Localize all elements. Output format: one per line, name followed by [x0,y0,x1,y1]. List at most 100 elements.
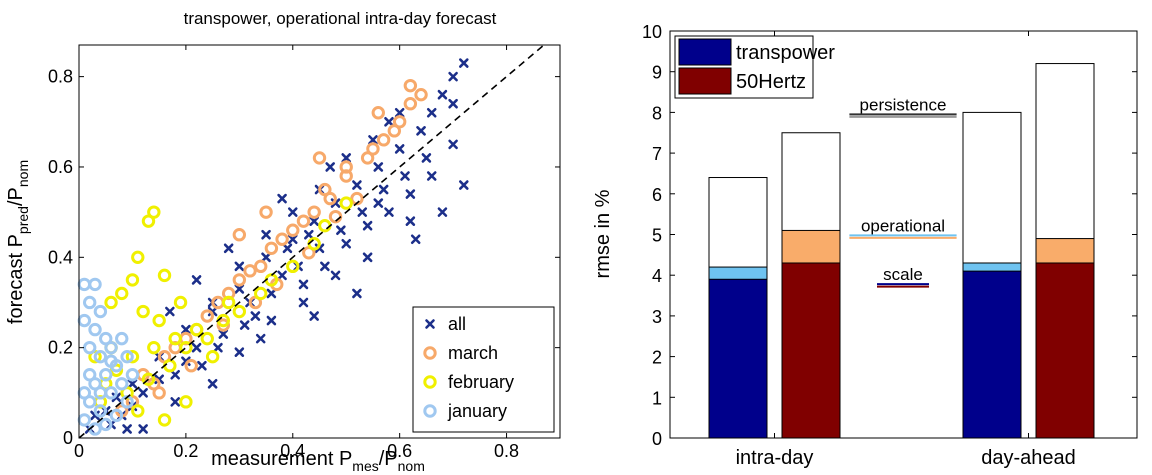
scatter-point-february-23 [232,304,247,319]
scatter-point-march-36 [152,386,166,400]
scatter-point-all-24 [336,225,346,236]
scatter-point-february-9 [173,295,188,310]
scatter-point-all-60 [362,252,373,263]
scatter-point-march-10 [243,264,257,278]
scatter-point-all-37 [426,107,437,118]
bar-y-tick-label-5: 5 [652,226,662,246]
scatter-point-january-16 [93,404,108,418]
bar-annotation-2: scale [883,265,923,284]
scatter-point-all-82 [213,342,223,353]
bar-scale-50hertz-3 [1035,262,1095,439]
bar-legend-swatch-0 [678,38,732,66]
scatter-legend-marker-january [423,404,437,418]
scatter-point-january-26 [93,386,108,400]
scatter-point-all-33 [400,171,410,181]
scatter-point-all-85 [122,424,132,434]
scatter-point-all-62 [437,207,448,217]
scatter-x-label-main: measurement P [211,448,352,470]
scatter-x-tick-label-1: 0.2 [173,441,198,461]
scatter-point-all-64 [448,139,458,150]
scatter-plot-area [77,44,545,439]
scatter-point-march-38 [232,228,247,242]
scatter-point-all-46 [287,207,298,217]
bar-scale-transpower-2 [962,270,1022,439]
scatter-point-march-35 [184,359,198,373]
scatter-point-march-0 [403,78,418,93]
bar-y-tick-label-3: 3 [652,307,662,327]
scatter-point-february-2 [131,250,145,265]
bar-scale-50hertz-1 [781,262,841,439]
scatter-point-february-18 [141,372,156,386]
bar-y-tick-label-7: 7 [652,144,662,164]
scatter-axes-box [78,44,561,439]
scatter-point-march-41 [371,106,385,120]
scatter-point-all-79 [304,229,314,240]
scatter-point-all-20 [309,216,319,226]
scatter-point-february-36 [221,295,236,310]
scatter-panel: transpower, operational intra-day foreca… [5,9,561,474]
scatter-y-label-sep: /P [5,187,27,206]
scatter-point-january-27 [120,349,134,364]
scatter-point-all-80 [282,243,293,254]
scatter-point-all-39 [448,71,458,82]
scatter-point-march-21 [232,273,247,287]
scatter-point-all-8 [191,342,202,353]
bar-y-tick-label-6: 6 [652,185,662,205]
scatter-point-february-5 [115,286,129,301]
scatter-point-all-78 [373,198,384,208]
scatter-point-january-3 [93,304,108,319]
scatter-point-all-10 [218,329,229,339]
bar-plot-area [708,63,1095,439]
scatter-y-tick-label-2: 0.4 [48,247,73,267]
scatter-point-march-39 [259,205,273,219]
scatter-y-tick-label-4: 0.8 [48,67,73,87]
bar-legend-label-1: 50Hertz [736,71,806,93]
scatter-point-february-1 [141,214,156,228]
bar-y-tick-label-1: 1 [652,388,662,408]
scatter-y-tick-label-3: 0.6 [48,157,73,177]
scatter-point-january-2 [82,295,97,310]
scatter-y-tick-label-1: 0.2 [48,338,73,358]
bar-legend-swatch-1 [678,67,732,95]
scatter-point-all-41 [448,98,458,109]
scatter-point-all-28 [362,220,373,231]
scatter-point-january-28 [104,354,118,368]
scatter-point-all-77 [426,171,437,181]
scatter-point-all-22 [320,261,330,272]
scatter-point-all-75 [352,288,362,299]
scatter-point-all-15 [266,288,277,299]
scatter-point-all-16 [277,270,287,281]
scatter-point-january-18 [115,377,129,391]
scatter-point-february-35 [205,349,220,364]
scatter-point-all-44 [341,153,352,163]
scatter-x-tick-label-0: 0 [74,441,84,461]
scatter-point-all-31 [384,207,394,217]
scatter-x-label-sub2: nom [398,458,425,474]
scatter-point-all-3 [127,378,138,389]
scatter-point-all-14 [261,252,271,263]
bar-y-tick-label-4: 4 [652,266,662,286]
scatter-x-label-sub1: mes [352,458,378,474]
scatter-x-label-sep: /P [379,448,398,470]
scatter-point-february-32 [131,404,145,418]
scatter-point-all-42 [394,107,405,118]
scatter-point-all-65 [384,116,394,127]
scatter-point-february-12 [147,340,161,355]
scatter-point-all-30 [378,184,389,195]
scatter-legend: all march february january [412,306,555,433]
bar-category-label-0: intra-day [736,447,814,469]
scatter-point-all-23 [330,198,341,208]
scatter-point-all-35 [416,126,426,136]
bar-ticks: 0 1 2 3 4 5 6 7 8 9 10 intra-day day-ahead [642,22,1137,469]
scatter-x-tick-label-4: 0.8 [494,441,519,461]
scatter-point-february-6 [104,295,118,310]
scatter-point-all-38 [437,89,448,100]
scatter-point-march-7 [307,205,321,219]
scatter-x-tick-label-2: 0.4 [280,441,305,461]
bar-y-label: rmse in % [592,189,614,278]
scatter-title: transpower, operational intra-day foreca… [184,9,497,28]
scatter-point-all-58 [298,297,309,308]
scatter-point-all-73 [255,333,266,344]
scatter-y-tick-label-0: 0 [63,428,73,448]
